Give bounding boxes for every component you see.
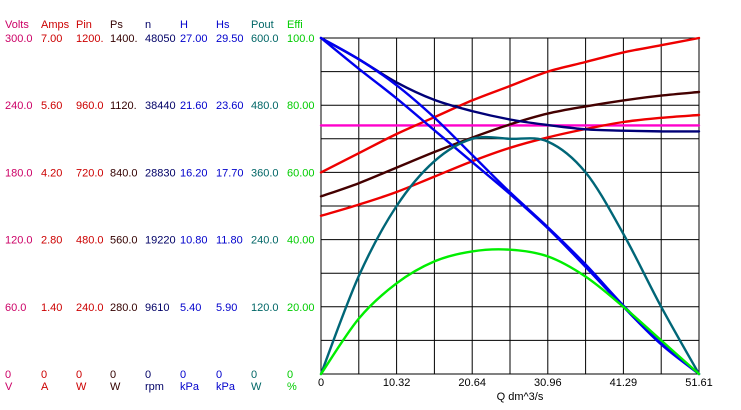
- y-tick-label-ps: 840.0: [110, 167, 138, 179]
- y-axis-columns: Volts300.0240.0180.0120.060.00VAmps7.005…: [5, 19, 315, 393]
- y-tick-label-amps: 2.80: [41, 235, 62, 247]
- y-tick-label-effi: 80.00: [287, 100, 315, 112]
- y-tick-label-pin: 0: [76, 369, 82, 381]
- y-tick-label-pin: 240.0: [76, 302, 104, 314]
- y-tick-label-h: 16.20: [180, 167, 208, 179]
- y-tick-label-ps: 1400.: [110, 33, 138, 45]
- axis-header-ps: Ps: [110, 19, 123, 31]
- y-tick-label-n: 48050: [145, 33, 176, 45]
- y-tick-label-amps: 1.40: [41, 302, 62, 314]
- axis-header-hs: Hs: [216, 19, 230, 31]
- x-tick-label: 0: [318, 377, 324, 389]
- y-tick-label-volts: 300.0: [5, 33, 33, 45]
- y-tick-label-volts: 120.0: [5, 235, 33, 247]
- axis-unit-pout: W: [251, 381, 262, 393]
- y-tick-label-volts: 60.0: [5, 302, 26, 314]
- y-tick-label-volts: 240.0: [5, 100, 33, 112]
- x-tick-label: 51.61: [685, 377, 713, 389]
- axis-header-pout: Pout: [251, 19, 274, 31]
- y-tick-label-ps: 560.0: [110, 235, 138, 247]
- x-axis-ticks: 0 10.32 20.64 30.96 41.29 51.61: [318, 377, 713, 389]
- axis-unit-effi: %: [287, 381, 297, 393]
- y-tick-label-ps: 280.0: [110, 302, 138, 314]
- series-line-pout: [319, 135, 701, 376]
- axis-unit-amps: A: [41, 381, 49, 393]
- y-tick-label-pout: 120.0: [251, 302, 279, 314]
- x-tick-label: 30.96: [534, 377, 562, 389]
- y-tick-label-amps: 7.00: [41, 33, 62, 45]
- y-tick-label-effi: 0: [287, 369, 293, 381]
- axis-header-n: n: [145, 19, 151, 31]
- series-line-hs: [319, 36, 701, 376]
- y-tick-label-n: 19220: [145, 235, 176, 247]
- series-line-effi: [319, 248, 701, 376]
- y-tick-label-amps: 4.20: [41, 167, 62, 179]
- y-tick-label-pin: 960.0: [76, 100, 104, 112]
- axis-header-h: H: [180, 19, 188, 31]
- y-tick-label-hs: 23.60: [216, 100, 244, 112]
- y-tick-label-pout: 480.0: [251, 100, 279, 112]
- y-tick-label-volts: 0: [5, 369, 11, 381]
- y-tick-label-n: 9610: [145, 302, 169, 314]
- y-tick-label-h: 10.80: [180, 235, 208, 247]
- y-tick-label-h: 21.60: [180, 100, 208, 112]
- y-tick-label-effi: 60.00: [287, 167, 315, 179]
- axis-unit-hs: kPa: [216, 381, 236, 393]
- axis-header-effi: Effi: [287, 19, 303, 31]
- y-tick-label-volts: 180.0: [5, 167, 33, 179]
- y-tick-label-hs: 0: [216, 369, 222, 381]
- y-tick-label-ps: 1120.: [110, 100, 137, 112]
- y-tick-label-pout: 0: [251, 369, 257, 381]
- plot-grid: [320, 37, 700, 375]
- y-tick-label-h: 0: [180, 369, 186, 381]
- y-tick-label-ps: 0: [110, 369, 116, 381]
- axis-unit-pin: W: [76, 381, 87, 393]
- series-line-amps: [319, 36, 701, 174]
- x-tick-label: 20.64: [458, 377, 486, 389]
- y-tick-label-hs: 29.50: [216, 33, 244, 45]
- x-tick-label: 10.32: [383, 377, 411, 389]
- x-tick-label: 41.29: [610, 377, 638, 389]
- y-tick-label-pin: 720.0: [76, 167, 104, 179]
- y-tick-label-effi: 40.00: [287, 235, 315, 247]
- axis-header-amps: Amps: [41, 19, 70, 31]
- y-tick-label-pout: 360.0: [251, 167, 279, 179]
- y-tick-label-h: 27.00: [180, 33, 208, 45]
- y-tick-label-n: 28830: [145, 167, 176, 179]
- axis-unit-ps: W: [110, 381, 121, 393]
- axis-unit-volts: V: [5, 381, 13, 393]
- y-tick-label-hs: 17.70: [216, 167, 244, 179]
- axis-unit-h: kPa: [180, 381, 200, 393]
- y-tick-label-n: 0: [145, 369, 151, 381]
- y-tick-label-amps: 0: [41, 369, 47, 381]
- axis-header-volts: Volts: [5, 19, 29, 31]
- performance-curves: [319, 36, 701, 376]
- y-tick-label-pout: 240.0: [251, 235, 279, 247]
- y-tick-label-pin: 1200.: [76, 33, 104, 45]
- axis-header-pin: Pin: [76, 19, 92, 31]
- y-tick-label-hs: 11.80: [216, 235, 243, 247]
- y-tick-label-hs: 5.90: [216, 302, 237, 314]
- y-tick-label-amps: 5.60: [41, 100, 62, 112]
- axis-unit-n: rpm: [145, 381, 164, 393]
- y-tick-label-effi: 100.0: [287, 33, 315, 45]
- y-tick-label-pout: 600.0: [251, 33, 279, 45]
- series-line-ps: [319, 90, 701, 198]
- y-tick-label-h: 5.40: [180, 302, 201, 314]
- y-tick-label-n: 38440: [145, 100, 176, 112]
- y-tick-label-effi: 20.00: [287, 302, 315, 314]
- x-axis-label: Q dm^3/s: [497, 391, 544, 403]
- series-line-pin: [319, 113, 701, 217]
- y-tick-label-pin: 480.0: [76, 235, 104, 247]
